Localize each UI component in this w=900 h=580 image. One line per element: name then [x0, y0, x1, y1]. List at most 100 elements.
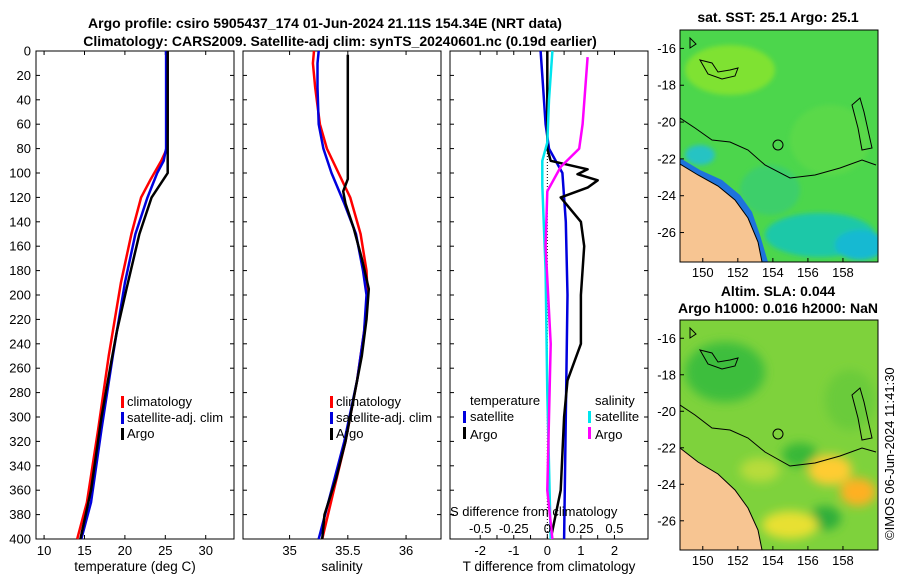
map-lon-tick-label: 156: [797, 265, 819, 280]
x-tick-label: 20: [118, 543, 132, 558]
sla-positive-patch: [808, 455, 852, 485]
depth-tick-label: 320: [9, 434, 31, 449]
legend-swatch-argo: [330, 428, 333, 440]
depth-tick-label: 100: [9, 166, 31, 181]
series-line-satellite-adj-clim: [316, 50, 368, 540]
s-difference-tick-label: -0.25: [499, 521, 529, 536]
legend-swatch-satellite: [121, 412, 124, 424]
legend-label-s-satellite: satellite: [595, 409, 639, 424]
legend-label-satellite: satellite-adj. clim: [336, 410, 432, 425]
map-lat-tick-label: -24: [657, 477, 676, 492]
salinity-legend: climatology satellite-adj. clim Argo: [330, 394, 432, 441]
sla-positive-patch: [840, 478, 876, 506]
series-line-t-argo: [546, 51, 599, 540]
sla-high-patch: [782, 443, 818, 467]
salinity-difference-top-label: S difference from climatology: [450, 504, 618, 519]
map-lat-tick-label: -16: [657, 41, 676, 56]
difference-xlabel: T difference from climatology: [463, 559, 636, 574]
x-tick-label: -2: [474, 543, 486, 558]
legend-swatch-climatology: [330, 396, 333, 408]
legend-label-s-argo: Argo: [595, 427, 622, 442]
legend-title-salinity: salinity: [595, 393, 635, 408]
sla-high-patch: [685, 342, 765, 402]
depth-tick-label: 220: [9, 312, 31, 327]
depth-tick-label: 200: [9, 288, 31, 303]
sst-map: [680, 30, 878, 262]
sla-reef: [689, 326, 873, 441]
sst-cool-patch: [835, 230, 878, 260]
depth-tick-label: 240: [9, 336, 31, 351]
s-difference-tick-label: 0.25: [568, 521, 593, 536]
map-lon-tick-label: 150: [692, 553, 714, 568]
depth-tick-label: 0: [24, 44, 31, 59]
legend-swatch-satellite: [330, 412, 333, 424]
argo-position-marker: [772, 139, 784, 151]
map-lat-tick-label: -22: [657, 151, 676, 166]
depth-tick-label: 120: [9, 190, 31, 205]
depth-tick-label: 20: [17, 68, 31, 83]
legend-label-climatology: climatology: [336, 394, 402, 409]
depth-tick-label: 400: [9, 532, 31, 547]
map-lon-tick-label: 158: [832, 553, 854, 568]
depth-tick-label: 180: [9, 263, 31, 278]
legend-swatch-t-satellite: [463, 411, 466, 423]
legend-swatch-s-argo: [588, 427, 591, 439]
depth-tick-label: 380: [9, 507, 31, 522]
sla-land: [680, 448, 762, 550]
x-tick-label: 35: [282, 543, 296, 558]
legend-label-t-argo: Argo: [470, 427, 497, 442]
sla-map: [680, 320, 878, 550]
x-tick-label: 10: [37, 543, 51, 558]
series-line-s-argo: [544, 57, 589, 540]
map-lon-tick-label: 150: [692, 265, 714, 280]
x-tick-label: 36: [399, 543, 413, 558]
map-lat-tick-label: -20: [657, 404, 676, 419]
x-tick-label: 15: [77, 543, 91, 558]
map-lon-tick-label: 154: [762, 265, 784, 280]
map-lat-tick-label: -24: [657, 188, 676, 203]
map-lat-tick-label: -18: [657, 78, 676, 93]
sst-coastline: [680, 163, 763, 262]
temperature-xlabel: temperature (deg C): [74, 559, 196, 574]
depth-tick-label: 360: [9, 483, 31, 498]
legend-label-climatology: climatology: [127, 394, 193, 409]
legend-title-temperature: temperature: [470, 393, 540, 408]
difference-legend: temperature satellite Argo salinity sate…: [463, 393, 639, 442]
temperature-legend: climatology satellite-adj. clim Argo: [121, 394, 223, 441]
sla-positive-patch: [740, 458, 780, 482]
x-tick-label: -1: [508, 543, 520, 558]
map-lon-tick-label: 152: [727, 265, 749, 280]
s-difference-tick-label: 0.5: [605, 521, 623, 536]
legend-label-satellite: satellite-adj. clim: [127, 410, 223, 425]
map-lon-tick-label: 152: [727, 553, 749, 568]
sla-coastline: [680, 447, 763, 550]
map-lon-tick-label: 158: [832, 265, 854, 280]
salinity-panel-frame: [242, 50, 442, 540]
map-lat-tick-label: -16: [657, 331, 676, 346]
legend-swatch-argo: [121, 428, 124, 440]
s-difference-tick-label: -0.5: [469, 521, 491, 536]
x-tick-label: 30: [198, 543, 212, 558]
depth-tick-label: 60: [17, 117, 31, 132]
argo-position-marker: [772, 428, 784, 440]
x-tick-label: 35.5: [335, 543, 360, 558]
x-tick-label: 25: [158, 543, 172, 558]
sst-cool-patch: [685, 145, 715, 165]
depth-tick-label: 300: [9, 410, 31, 425]
figure-title-line2: Climatology: CARS2009. Satellite-adj cli…: [83, 33, 597, 49]
depth-tick-label: 160: [9, 239, 31, 254]
map-lat-tick-label: -20: [657, 115, 676, 130]
s-difference-tick-label: 0: [544, 521, 551, 536]
map-lon-tick-label: 154: [762, 553, 784, 568]
legend-label-argo: Argo: [336, 426, 363, 441]
sla-map-title-line1: Altim. SLA: 0.044: [721, 283, 836, 299]
legend-label-t-satellite: satellite: [470, 409, 514, 424]
sla-isobath: [680, 404, 877, 467]
legend-swatch-t-argo: [463, 427, 466, 439]
legend-swatch-climatology: [121, 396, 124, 408]
x-tick-label: 1: [577, 543, 584, 558]
legend-swatch-s-satellite: [588, 411, 591, 423]
legend-label-argo: Argo: [127, 426, 154, 441]
series-line-satellite-adj-clim: [80, 51, 168, 540]
